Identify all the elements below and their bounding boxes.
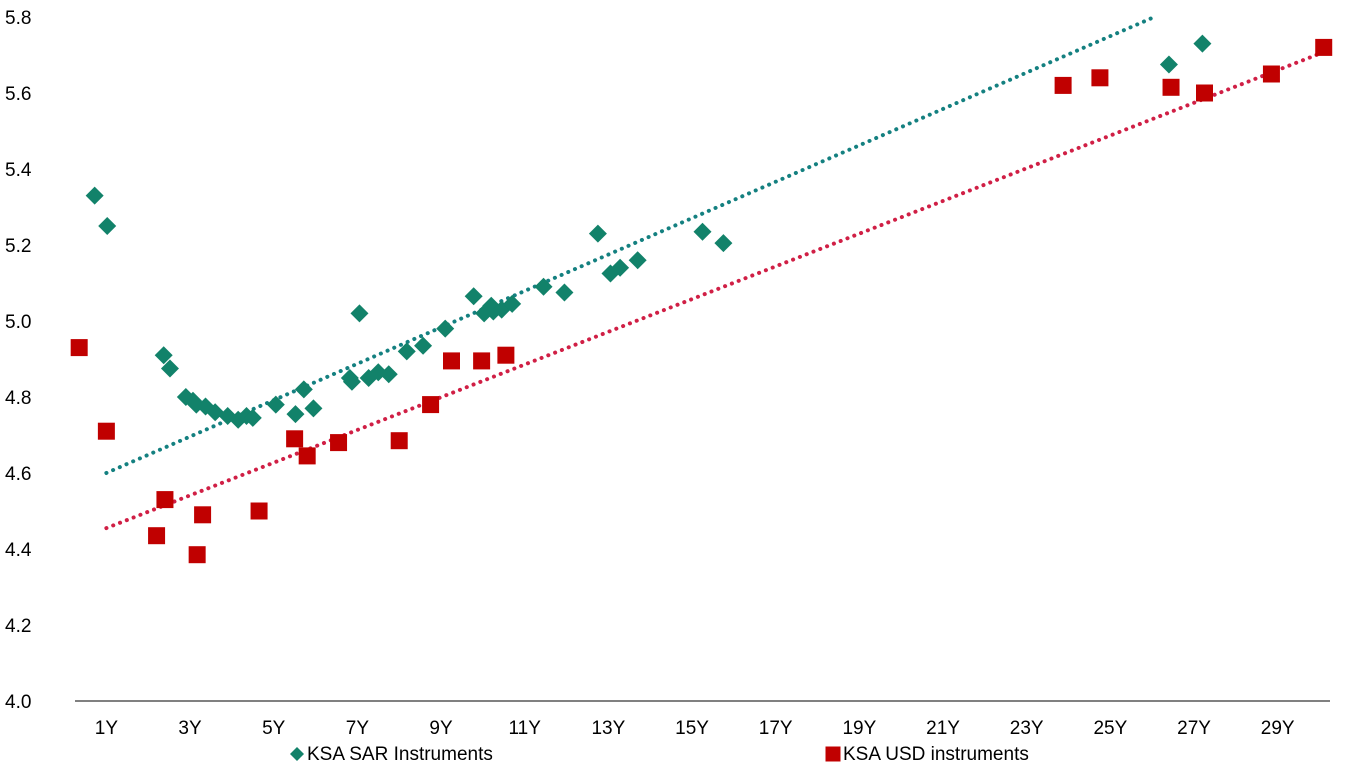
- data-point-sar: [243, 408, 262, 427]
- y-tick-label: 4.2: [5, 616, 31, 637]
- x-tick-label: 5Y: [262, 718, 286, 739]
- x-tick-label: 19Y: [842, 718, 876, 739]
- trendline-usd: [104, 48, 1330, 531]
- data-point-usd: [1315, 38, 1333, 56]
- data-point-sar: [379, 365, 398, 384]
- y-tick-label: 4.4: [5, 540, 32, 561]
- x-tick-label: 15Y: [675, 718, 709, 739]
- legend-label-usd: KSA USD instruments: [843, 744, 1029, 765]
- data-point-usd: [443, 352, 460, 370]
- data-point-usd: [473, 352, 491, 370]
- data-point-sar: [693, 222, 712, 241]
- data-point-usd: [330, 434, 348, 452]
- y-tick-label: 4.8: [5, 388, 31, 409]
- data-point-usd: [422, 396, 440, 414]
- data-point-usd: [1054, 76, 1072, 94]
- x-tick-label: 1Y: [95, 718, 119, 739]
- data-point-usd: [156, 491, 174, 509]
- data-point-usd: [194, 506, 212, 524]
- data-point-sar: [503, 294, 522, 313]
- x-tick-label: 21Y: [926, 718, 960, 739]
- data-point-usd: [97, 422, 115, 440]
- data-point-sar: [1159, 55, 1178, 74]
- x-tick-label: 7Y: [346, 718, 370, 739]
- data-point-sar: [294, 380, 313, 399]
- x-tick-label: 3Y: [178, 718, 202, 739]
- data-point-usd: [188, 546, 206, 564]
- x-tick-label: 11Y: [509, 718, 542, 739]
- data-point-sar: [611, 258, 630, 277]
- data-point-sar: [160, 359, 179, 378]
- y-tick-label: 4.6: [5, 464, 31, 485]
- data-point-sar: [1193, 34, 1212, 53]
- data-point-sar: [534, 277, 553, 296]
- data-point-sar: [414, 336, 433, 355]
- legend-marker-sar: [290, 747, 304, 761]
- data-point-sar: [464, 287, 483, 306]
- data-point-usd: [497, 346, 515, 364]
- legend-label-sar: KSA SAR Instruments: [307, 744, 493, 765]
- data-point-sar: [555, 283, 574, 302]
- y-tick-label: 5.4: [5, 160, 32, 181]
- data-point-usd: [1196, 84, 1213, 102]
- legend-marker-usd: [825, 746, 841, 762]
- data-point-usd: [298, 447, 316, 465]
- data-point-sar: [266, 395, 285, 414]
- y-tick-label: 5.2: [5, 236, 31, 257]
- data-point-sar: [436, 319, 455, 338]
- trendline-sar: [104, 15, 1157, 475]
- data-point-sar: [85, 186, 104, 205]
- data-point-sar: [397, 342, 416, 361]
- data-point-usd: [1162, 78, 1180, 96]
- data-point-usd: [1091, 69, 1109, 87]
- y-tick-label: 5.0: [5, 312, 31, 333]
- x-tick-label: 17Y: [759, 718, 793, 739]
- data-point-sar: [98, 217, 117, 235]
- data-point-usd: [250, 502, 268, 520]
- y-tick-label: 5.8: [5, 8, 31, 29]
- data-point-sar: [350, 304, 369, 323]
- data-point-sar: [304, 399, 323, 418]
- y-tick-label: 5.6: [5, 84, 31, 105]
- data-point-sar: [588, 224, 607, 243]
- data-point-sar: [714, 234, 733, 253]
- x-tick-label: 29Y: [1261, 718, 1295, 739]
- x-tick-label: 23Y: [1010, 718, 1044, 739]
- data-point-usd: [286, 430, 304, 448]
- data-point-sar: [154, 346, 173, 365]
- data-point-sar: [342, 372, 361, 391]
- data-point-sar: [286, 405, 305, 424]
- data-point-sar: [628, 251, 647, 270]
- y-tick-label: 4.0: [5, 692, 31, 713]
- x-tick-label: 9Y: [429, 718, 453, 739]
- x-tick-label: 25Y: [1093, 718, 1127, 739]
- data-point-usd: [1262, 65, 1280, 83]
- x-tick-label: 13Y: [591, 718, 625, 739]
- x-tick-label: 27Y: [1177, 718, 1211, 739]
- data-point-usd: [70, 339, 88, 357]
- data-point-usd: [148, 527, 166, 545]
- data-point-usd: [390, 432, 408, 450]
